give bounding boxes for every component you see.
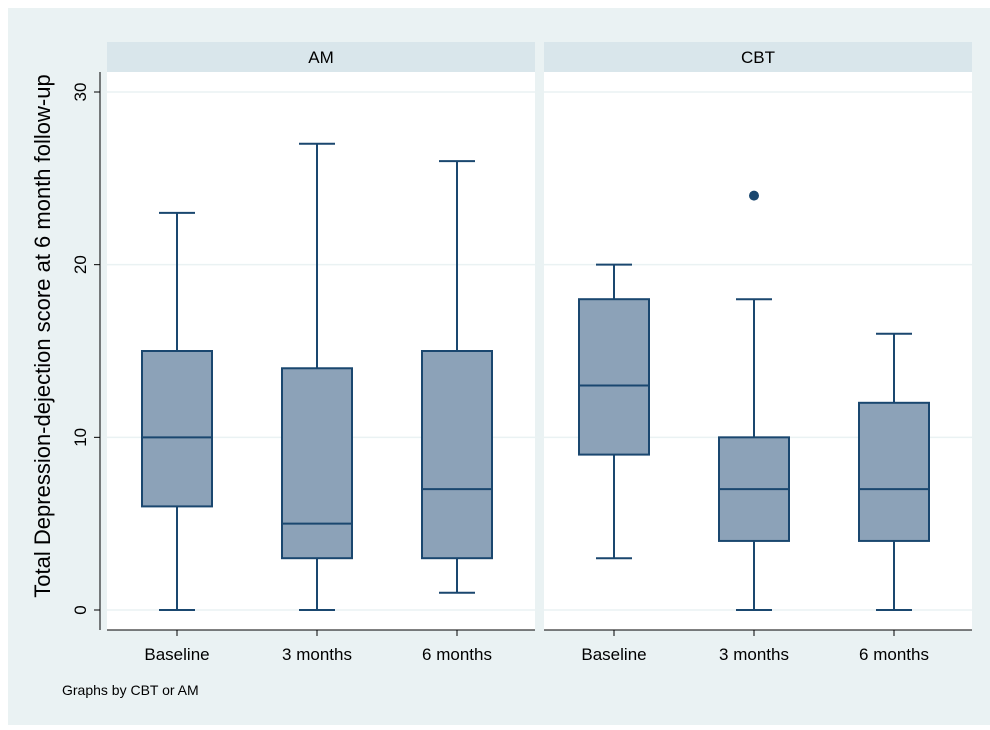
y-tick-label: 10 — [71, 428, 90, 447]
y-tick-label: 0 — [71, 605, 90, 614]
box — [421, 350, 493, 560]
box — [578, 298, 650, 456]
x-tick-label: 6 months — [422, 645, 492, 664]
x-tick-label: 3 months — [719, 645, 789, 664]
y-axis-label: Total Depression-dejection score at 6 mo… — [30, 74, 55, 597]
graph-note: Graphs by CBT or AM — [62, 682, 199, 698]
panel-title: AM — [308, 48, 334, 67]
panel-strip — [544, 42, 972, 72]
x-tick-label: 6 months — [859, 645, 929, 664]
x-tick-label: Baseline — [581, 645, 646, 664]
y-tick-label: 30 — [71, 83, 90, 102]
box — [281, 367, 353, 560]
x-tick-label: 3 months — [282, 645, 352, 664]
outlier-point — [749, 190, 759, 201]
box — [858, 401, 930, 542]
panel-strip — [107, 42, 535, 72]
panel-title: CBT — [741, 48, 775, 67]
y-tick-label: 20 — [71, 255, 90, 274]
x-tick-label: Baseline — [144, 645, 209, 664]
box — [141, 350, 213, 508]
